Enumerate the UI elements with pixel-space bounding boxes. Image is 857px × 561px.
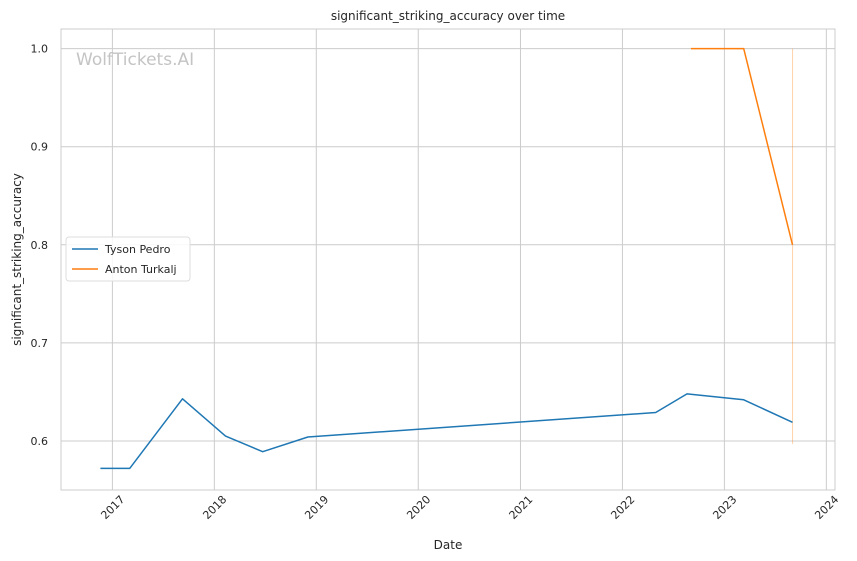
grid	[61, 29, 835, 490]
legend-label: Tyson Pedro	[104, 243, 171, 256]
series-lines	[100, 47, 794, 470]
legend-label: Anton Turkalj	[105, 263, 177, 276]
series-line-tyson-pedro	[100, 393, 793, 470]
legend-box	[65, 236, 191, 282]
y-tick-label: 0.8	[31, 239, 49, 252]
y-tick-label: 1.0	[31, 43, 49, 56]
y-axis-label: significant_striking_accuracy	[10, 173, 24, 346]
legend: Tyson Pedro Anton Turkalj	[65, 236, 191, 282]
watermark: WolfTickets.AI	[76, 50, 194, 70]
y-tick-label: 0.9	[31, 141, 49, 154]
series-line-anton-turkalj	[690, 47, 794, 245]
x-axis-label: Date	[434, 538, 463, 552]
plot-frame	[60, 28, 836, 491]
y-ticks: 0.6 0.7 0.8 0.9 1.0	[31, 43, 49, 448]
chart-title: significant_striking_accuracy over time	[331, 9, 565, 23]
y-tick-label: 0.7	[31, 337, 49, 350]
y-tick-label: 0.6	[31, 435, 49, 448]
